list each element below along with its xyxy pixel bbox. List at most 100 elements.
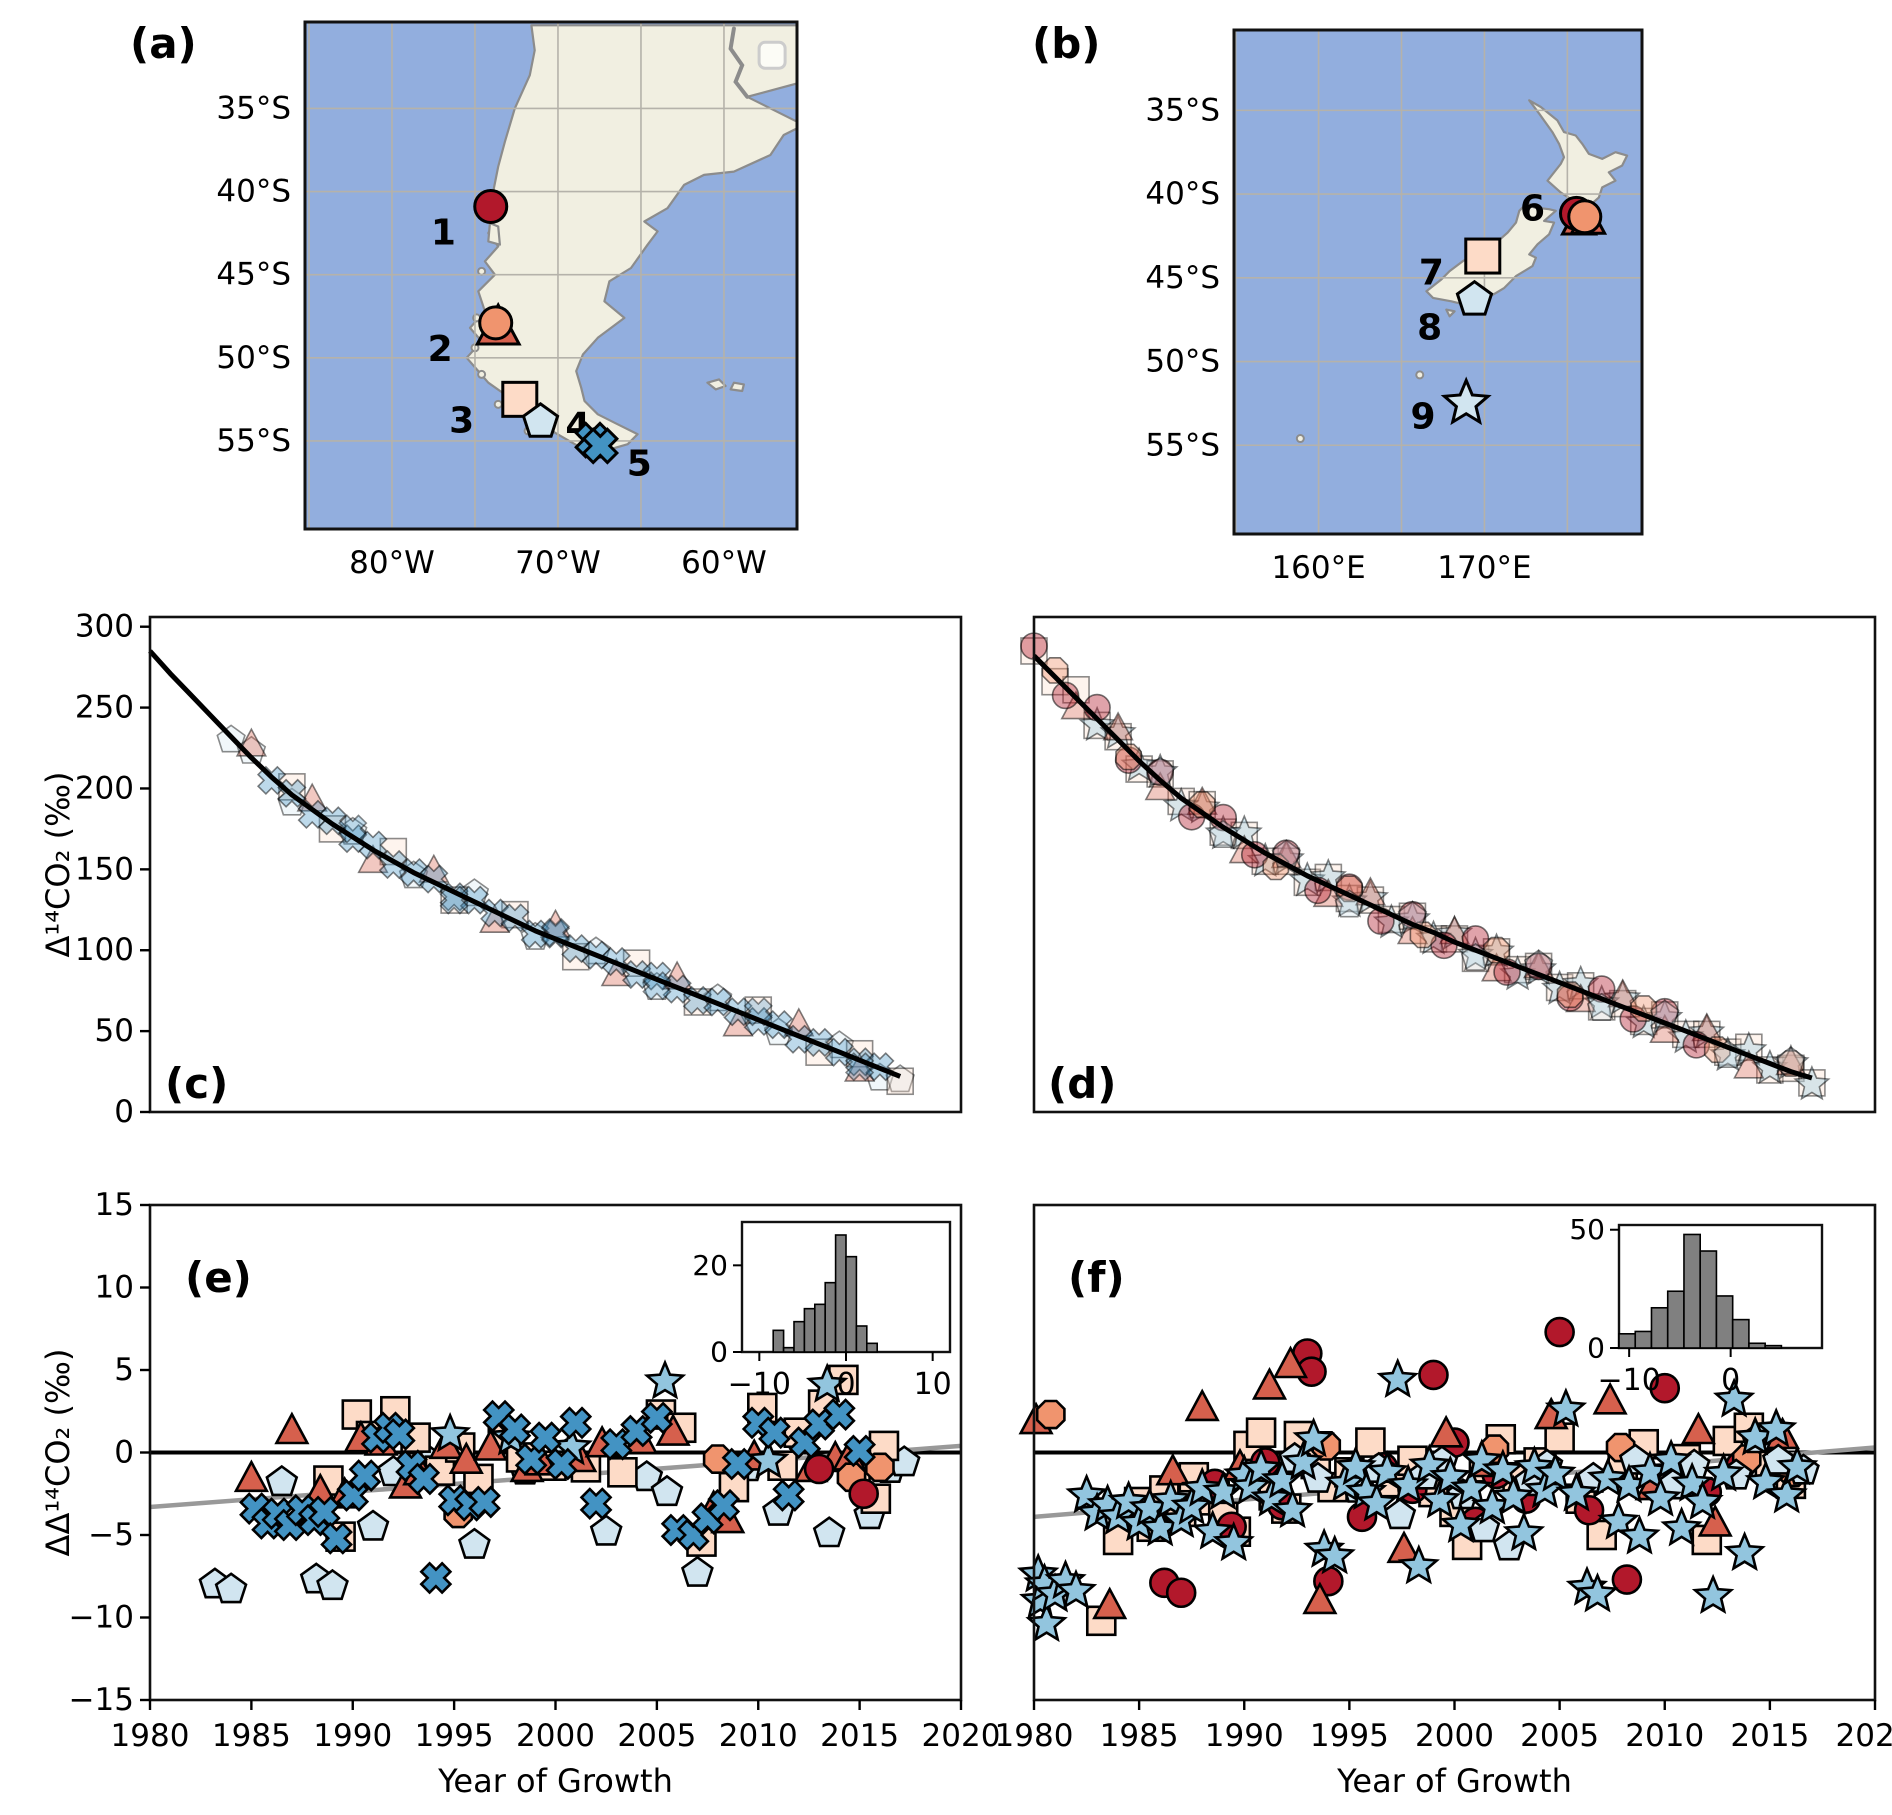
panel-c-decline: 0 50 100 150 200 250 300 Δ¹⁴CO₂ (‰) (c) bbox=[39, 609, 963, 1130]
marker-star bbox=[1054, 1568, 1098, 1610]
marker-pentagon bbox=[316, 1568, 349, 1601]
site-number-6: 6 bbox=[1520, 189, 1545, 230]
marker-star bbox=[1681, 1479, 1724, 1521]
site-number-1: 1 bbox=[431, 213, 456, 254]
marker-pentagon bbox=[265, 1464, 299, 1497]
hist-bar bbox=[1634, 1330, 1653, 1349]
inset-y-tick-label: 0 bbox=[1587, 1332, 1605, 1365]
map-border bbox=[303, 20, 799, 531]
y-tick-label: 50 bbox=[95, 1013, 134, 1049]
x-tick-label: 1995 bbox=[1310, 1718, 1389, 1754]
lon-tick-label: 60°W bbox=[681, 545, 767, 581]
marker-star bbox=[1597, 1499, 1640, 1540]
marker-star bbox=[428, 1411, 472, 1453]
map-border bbox=[1232, 28, 1644, 536]
marker-x bbox=[721, 1447, 755, 1481]
map-landmass bbox=[706, 378, 727, 391]
y-axis-label: Δ¹⁴CO₂ (‰) bbox=[39, 772, 77, 958]
marker-triangle bbox=[1733, 1049, 1765, 1079]
map-landmass bbox=[1445, 308, 1456, 318]
site-4: 4 bbox=[521, 402, 590, 446]
panel-label-c: (c) bbox=[165, 1059, 228, 1108]
y-tick-label: 0 bbox=[114, 1094, 134, 1130]
marker-x bbox=[307, 1495, 341, 1529]
map-corner-badge bbox=[757, 40, 787, 70]
x-tick-label: 2015 bbox=[1730, 1718, 1809, 1754]
marker-star bbox=[1660, 1506, 1703, 1547]
hist-bar bbox=[845, 1255, 858, 1353]
marker-circle bbox=[1611, 1564, 1643, 1595]
marker-triangle bbox=[722, 1007, 754, 1037]
x-tick-label: 1995 bbox=[415, 1718, 494, 1754]
lat-tick-label: 45°S bbox=[1145, 260, 1220, 296]
x-tick-label: 2020 bbox=[922, 1718, 1001, 1754]
site-number-5: 5 bbox=[627, 444, 652, 485]
marker-star bbox=[1397, 1543, 1440, 1585]
marker-square bbox=[1245, 1417, 1277, 1448]
marker-triangle bbox=[1251, 1366, 1288, 1400]
marker-circle bbox=[1418, 1359, 1449, 1391]
inset-y-tick-label: 0 bbox=[710, 1336, 728, 1369]
map-islet bbox=[1295, 434, 1305, 444]
marker-triangle bbox=[1396, 915, 1429, 945]
marker-pentagon bbox=[589, 1514, 623, 1546]
marker-triangle bbox=[1697, 1503, 1733, 1537]
site-8: 8 bbox=[1417, 279, 1494, 349]
marker-hexagon bbox=[1035, 1399, 1066, 1430]
x-tick-label: 2015 bbox=[820, 1718, 899, 1754]
y-tick-label: 10 bbox=[95, 1270, 134, 1306]
marker-circle bbox=[478, 305, 514, 341]
inset-x-tick-label: 0 bbox=[1721, 1363, 1740, 1398]
marker-star bbox=[643, 1359, 687, 1400]
hist-bar bbox=[1666, 1290, 1685, 1349]
marker-triangle bbox=[1428, 1414, 1464, 1448]
y-tick-label: 5 bbox=[114, 1352, 134, 1388]
x-tick-label: 1985 bbox=[212, 1718, 291, 1754]
marker-star_open bbox=[1440, 376, 1492, 426]
marker-star bbox=[1180, 1466, 1224, 1507]
y-tick-label: −15 bbox=[69, 1682, 134, 1718]
marker-square bbox=[501, 380, 539, 418]
marker-star bbox=[1450, 1466, 1493, 1507]
marker-triangle bbox=[1565, 983, 1597, 1013]
marker-circle bbox=[473, 189, 509, 225]
marker-circle bbox=[803, 1453, 835, 1485]
hist-bar bbox=[1683, 1233, 1701, 1349]
inset-histogram-f: 050−10 0 bbox=[1569, 1213, 1824, 1398]
lon-tick-label: 80°W bbox=[349, 545, 435, 581]
marker-x bbox=[528, 1421, 562, 1455]
inset-x-tick-label: −10 bbox=[1597, 1363, 1660, 1398]
marker-x bbox=[707, 1488, 741, 1522]
marker-pentagon bbox=[680, 1555, 714, 1587]
marker-circle bbox=[848, 1478, 879, 1510]
x-tick-label: 2005 bbox=[617, 1718, 696, 1754]
marker-square bbox=[1041, 667, 1069, 696]
marker-triangle bbox=[1649, 1013, 1681, 1043]
x-tick-label: 2010 bbox=[1625, 1718, 1704, 1754]
marker-circle bbox=[1544, 1316, 1575, 1348]
marker-star bbox=[1649, 1438, 1693, 1479]
marker-x bbox=[468, 1485, 501, 1519]
hist-bar bbox=[793, 1320, 806, 1353]
marker-star bbox=[1292, 1417, 1335, 1458]
map-landmass bbox=[1528, 99, 1629, 222]
map-landmass bbox=[487, 222, 501, 246]
hist-bar bbox=[1715, 1295, 1734, 1349]
y-tick-label: 250 bbox=[75, 690, 134, 726]
inset-x-tick-label: 0 bbox=[836, 1367, 855, 1402]
marker-x bbox=[559, 1406, 593, 1440]
marker-star bbox=[1765, 1473, 1808, 1514]
marker-x bbox=[772, 1478, 806, 1512]
x-tick-label: 2020 bbox=[1836, 1718, 1892, 1754]
inset-y-tick-label: 20 bbox=[692, 1249, 728, 1282]
site-5: 5 bbox=[574, 421, 652, 485]
x-tick-label: 2005 bbox=[1520, 1718, 1599, 1754]
hist-bar bbox=[1618, 1333, 1637, 1349]
hist-bar bbox=[1650, 1306, 1669, 1349]
x-tick-label: 1990 bbox=[313, 1718, 392, 1754]
marker-star bbox=[1793, 1064, 1831, 1101]
marker-pentagon bbox=[1455, 279, 1494, 316]
series-circle-points bbox=[1020, 632, 1711, 1059]
